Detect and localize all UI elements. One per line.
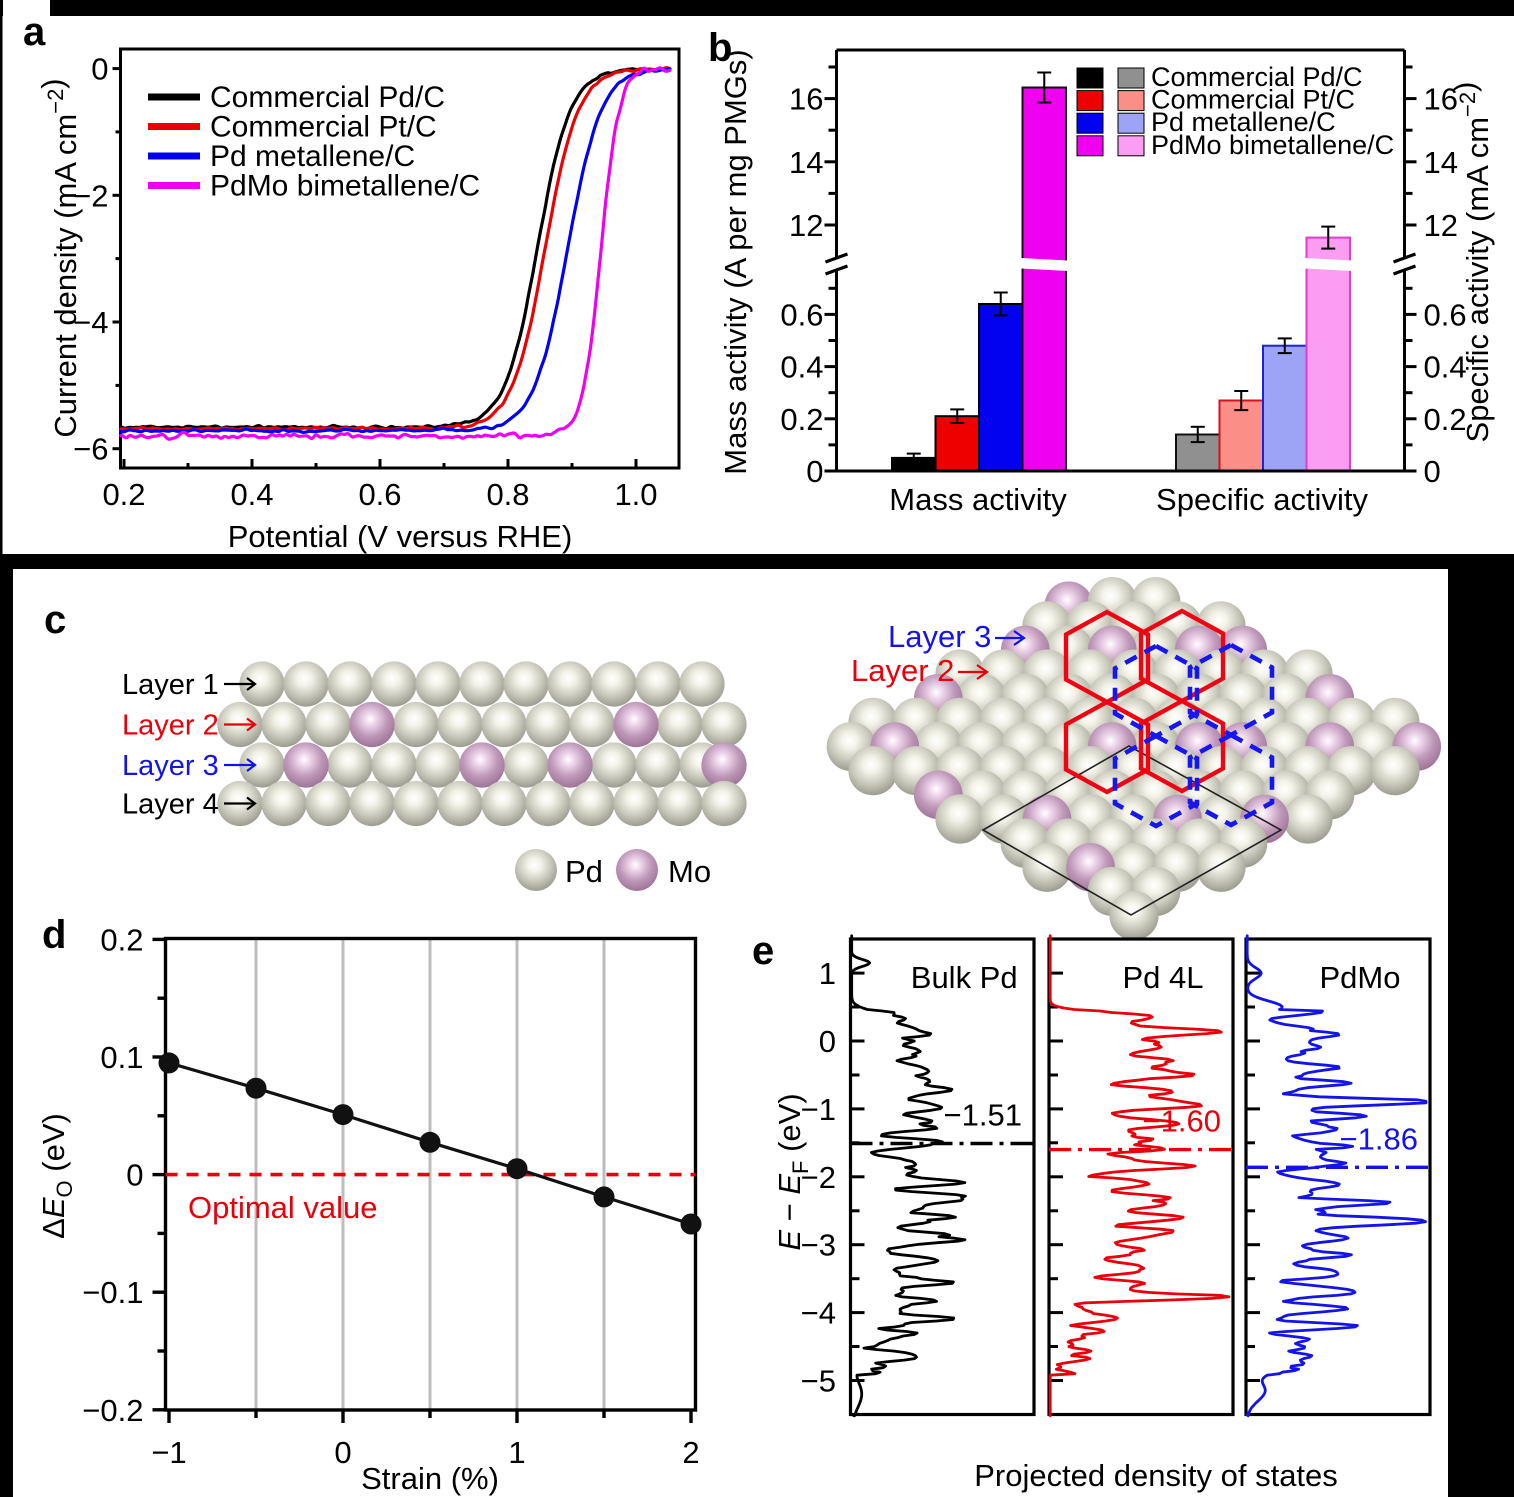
svg-text:1.0: 1.0	[614, 477, 657, 512]
svg-text:−1.86: −1.86	[1340, 1121, 1418, 1156]
svg-text:0.2: 0.2	[100, 922, 143, 957]
svg-text:0.2: 0.2	[780, 402, 823, 437]
svg-text:0.2: 0.2	[102, 477, 145, 512]
svg-text:−0.1: −0.1	[82, 1275, 143, 1310]
svg-text:−4: −4	[801, 1296, 836, 1331]
svg-text:−4: −4	[73, 305, 108, 340]
svg-text:0.4: 0.4	[230, 477, 273, 512]
svg-text:−0.2: −0.2	[82, 1393, 143, 1428]
svg-text:PdMo bimetallene/C: PdMo bimetallene/C	[210, 170, 480, 203]
svg-text:0.6: 0.6	[780, 297, 823, 332]
svg-text:12: 12	[789, 208, 823, 243]
svg-text:Layer 4: Layer 4	[122, 789, 219, 821]
svg-text:Mo: Mo	[668, 854, 711, 889]
svg-text:0: 0	[126, 1158, 143, 1193]
svg-text:Pd: Pd	[565, 854, 603, 889]
svg-text:1: 1	[819, 956, 836, 991]
svg-text:Commercial Pt/C: Commercial Pt/C	[210, 111, 437, 144]
svg-text:PdMo bimetallene/C: PdMo bimetallene/C	[1151, 130, 1394, 160]
svg-text:Bulk Pd: Bulk Pd	[911, 960, 1018, 995]
svg-text:Mass activity (A per mg PMGs): Mass activity (A per mg PMGs)	[718, 49, 753, 474]
svg-text:0: 0	[91, 52, 108, 87]
svg-text:Pd metallene/C: Pd metallene/C	[1151, 107, 1336, 137]
svg-text:a: a	[23, 10, 46, 54]
svg-text:14: 14	[789, 145, 823, 180]
svg-text:Commercial Pt/C: Commercial Pt/C	[1151, 85, 1355, 115]
svg-text:−2: −2	[73, 178, 108, 213]
svg-text:PdMo: PdMo	[1320, 960, 1401, 995]
svg-text:−5: −5	[801, 1364, 836, 1399]
svg-text:Projected density of states: Projected density of states	[974, 1458, 1338, 1493]
svg-text:0.6: 0.6	[358, 477, 401, 512]
svg-text:Pd metallene/C: Pd metallene/C	[210, 140, 415, 173]
svg-text:Optimal value: Optimal value	[188, 1190, 378, 1225]
svg-text:Strain (%): Strain (%)	[361, 1461, 499, 1496]
svg-text:−3: −3	[801, 1228, 836, 1263]
svg-text:0.1: 0.1	[100, 1040, 143, 1075]
svg-text:2: 2	[682, 1435, 699, 1470]
svg-text:−1: −1	[801, 1092, 836, 1127]
svg-text:Commercial Pd/C: Commercial Pd/C	[210, 81, 445, 114]
svg-text:12: 12	[1424, 208, 1458, 243]
svg-text:0: 0	[1424, 454, 1441, 489]
svg-text:−2: −2	[801, 1160, 836, 1195]
svg-text:0.6: 0.6	[1424, 297, 1467, 332]
svg-text:e: e	[752, 929, 774, 973]
svg-text:Layer 2: Layer 2	[851, 653, 954, 688]
svg-text:Layer 1: Layer 1	[122, 669, 219, 701]
svg-text:16: 16	[1424, 82, 1458, 117]
svg-text:Layer 3: Layer 3	[122, 750, 219, 782]
svg-text:1: 1	[508, 1435, 525, 1470]
svg-text:14: 14	[1424, 145, 1458, 180]
svg-text:Layer 3: Layer 3	[888, 619, 991, 654]
svg-text:16: 16	[789, 82, 823, 117]
svg-text:c: c	[44, 598, 66, 642]
svg-text:Pd 4L: Pd 4L	[1122, 960, 1203, 995]
svg-text:0: 0	[819, 1024, 836, 1059]
svg-text:0.4: 0.4	[780, 350, 823, 385]
svg-text:−6: −6	[73, 432, 108, 467]
svg-text:−1.51: −1.51	[944, 1098, 1022, 1133]
svg-text:0.8: 0.8	[486, 477, 529, 512]
svg-text:Commercial Pd/C: Commercial Pd/C	[1151, 62, 1363, 92]
svg-text:−1: −1	[151, 1435, 186, 1470]
svg-text:Layer 2: Layer 2	[122, 710, 219, 742]
svg-text:Specific activity: Specific activity	[1156, 482, 1368, 517]
svg-text:0: 0	[334, 1435, 351, 1470]
svg-text:0: 0	[806, 454, 823, 489]
svg-text:ΔEO (eV): ΔEO (eV)	[36, 1113, 77, 1239]
svg-text:0.2: 0.2	[1424, 402, 1467, 437]
svg-text:b: b	[708, 26, 732, 70]
svg-text:0.4: 0.4	[1424, 350, 1467, 385]
svg-text:Potential (V versus RHE): Potential (V versus RHE)	[228, 519, 573, 554]
svg-text:d: d	[42, 913, 66, 957]
svg-text:Mass activity: Mass activity	[889, 482, 1067, 517]
